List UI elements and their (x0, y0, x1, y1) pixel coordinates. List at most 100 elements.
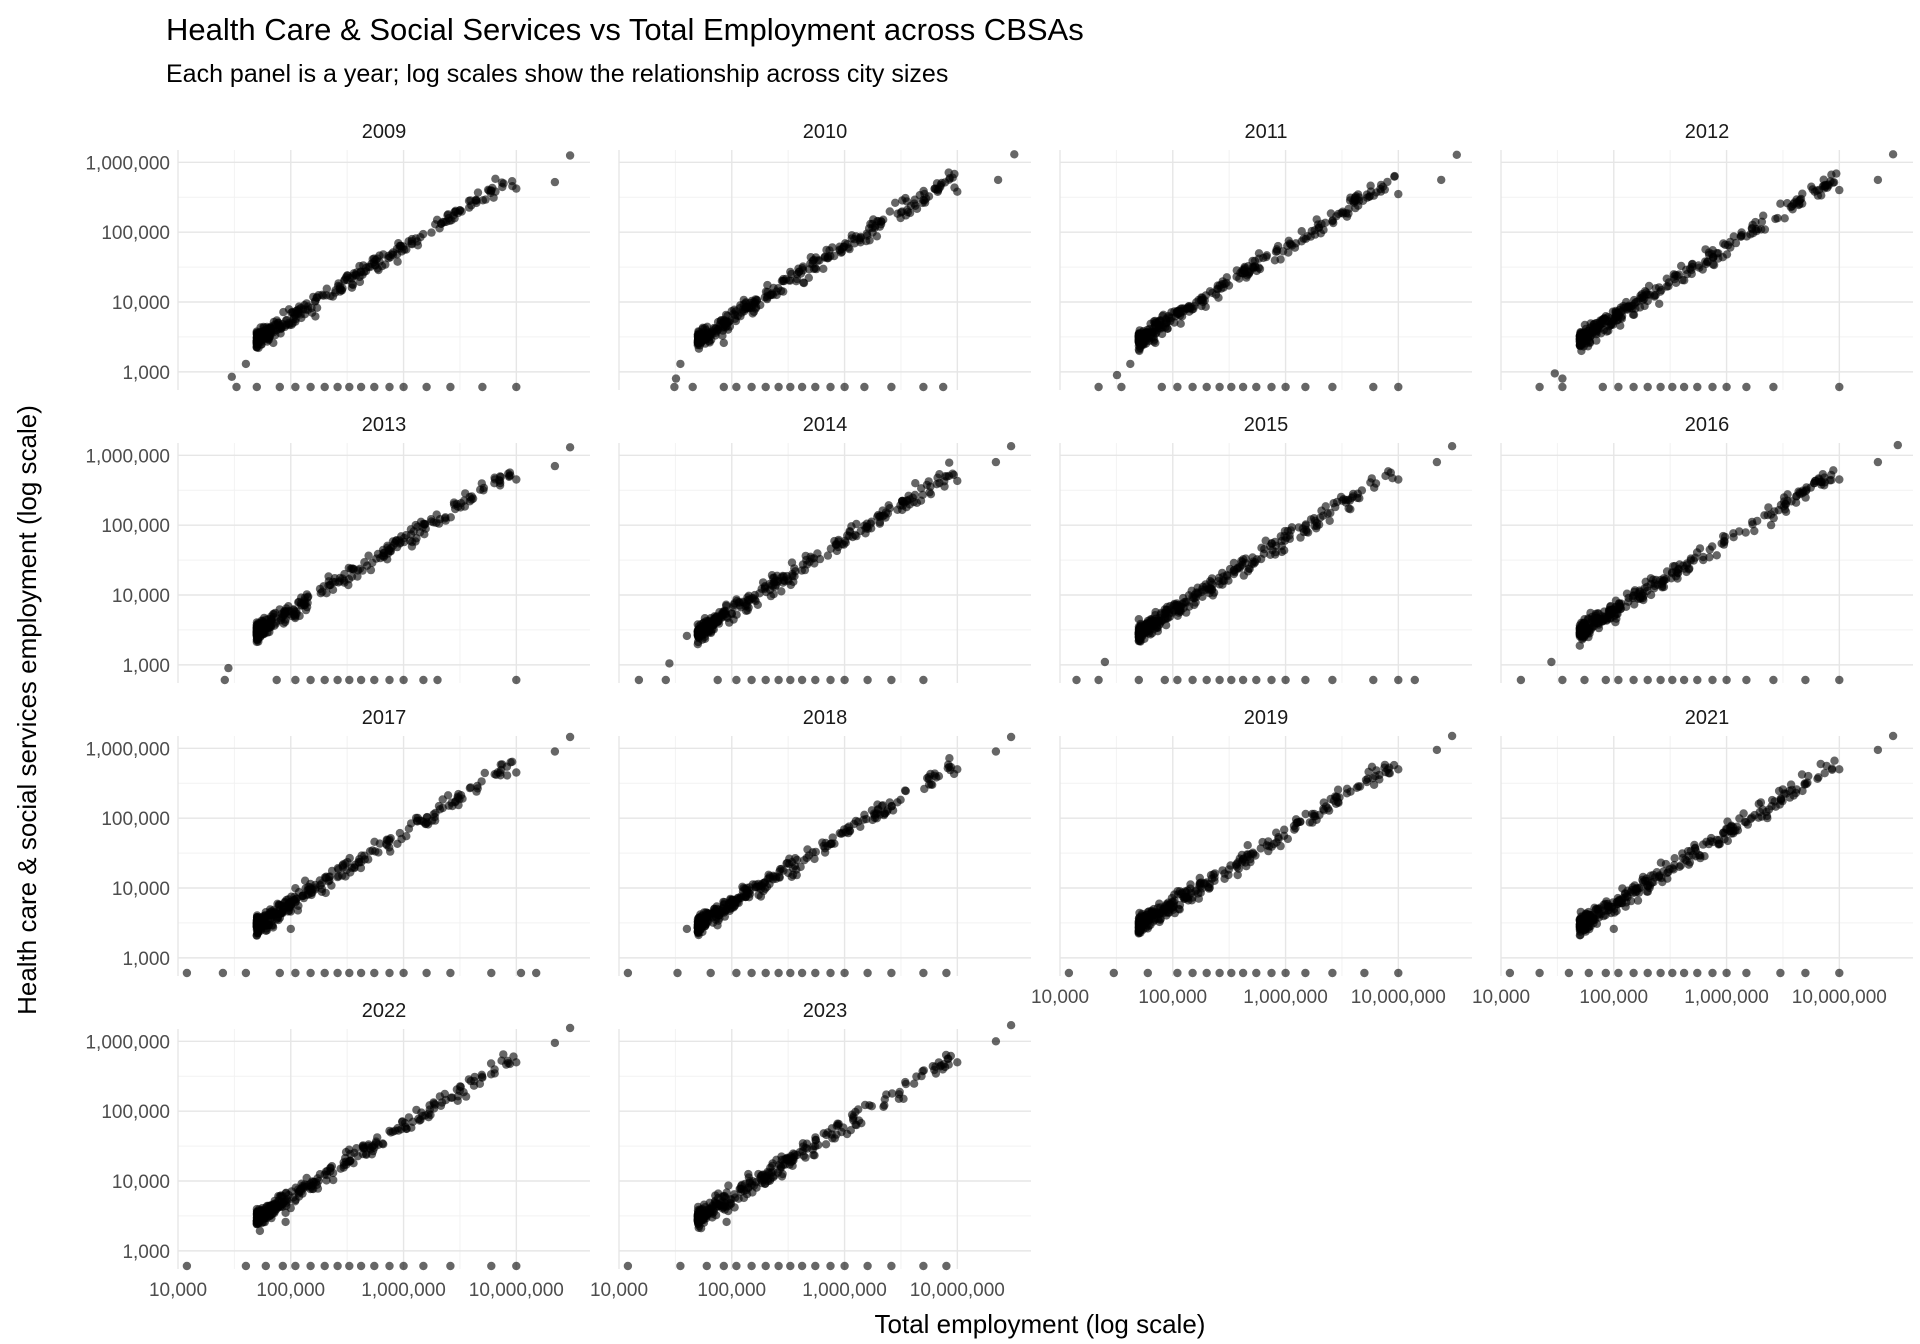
data-point (1394, 475, 1403, 484)
data-point (896, 795, 905, 804)
data-point (281, 1217, 290, 1227)
data-point (1550, 369, 1560, 378)
data-point-bottom (942, 1261, 951, 1271)
data-point (745, 889, 755, 899)
data-point (1162, 899, 1171, 909)
data-point-bottom (811, 968, 820, 978)
data-point (1176, 319, 1185, 328)
data-point (875, 519, 884, 528)
data-point (1380, 760, 1390, 770)
panel-background (619, 1029, 1031, 1269)
data-point-bottom (232, 382, 241, 392)
data-point-bottom (487, 1261, 496, 1271)
data-point (1337, 208, 1346, 218)
data-point (825, 246, 834, 255)
data-point (1293, 818, 1302, 827)
data-point (1286, 526, 1296, 535)
data-point (1135, 339, 1145, 348)
data-point (1769, 513, 1778, 523)
y-tick-label: 1,000,000 (85, 739, 170, 760)
data-point-bottom (1693, 675, 1702, 685)
data-point (1649, 584, 1659, 593)
data-point-bottom (1535, 968, 1544, 978)
data-point-bottom (1643, 382, 1652, 392)
data-point (266, 622, 275, 631)
panel-strip-label: 2015 (1244, 414, 1289, 436)
data-point (1804, 771, 1813, 781)
data-point-bottom (623, 968, 633, 978)
data-point (269, 905, 279, 914)
data-point (1759, 211, 1768, 220)
data-point-bottom (1238, 675, 1248, 685)
data-point-bottom (1394, 968, 1403, 978)
data-point (953, 1058, 962, 1067)
data-point (340, 275, 350, 284)
data-point (819, 264, 828, 273)
data-point-bottom (688, 382, 697, 392)
data-point (1701, 259, 1711, 269)
data-point (1662, 282, 1671, 291)
data-point (808, 848, 817, 857)
data-point-bottom (747, 1261, 756, 1271)
data-point (1259, 549, 1269, 558)
data-point-bottom (345, 382, 354, 392)
data-point (342, 1157, 351, 1166)
data-point-bottom (1328, 675, 1337, 685)
data-point-bottom (1584, 968, 1594, 978)
data-point (267, 612, 276, 621)
data-point (1612, 906, 1621, 916)
data-point (1215, 580, 1224, 589)
data-point (364, 551, 373, 560)
data-point (1558, 374, 1567, 383)
panel-2012: 2012 (1500, 121, 1913, 392)
data-point (1150, 321, 1160, 330)
data-point (328, 1168, 338, 1178)
data-point (550, 461, 560, 471)
data-point (707, 621, 716, 630)
data-point (804, 273, 813, 282)
data-point (1602, 327, 1612, 336)
data-point-bottom (761, 968, 770, 978)
data-point-bottom (1722, 382, 1731, 392)
data-point (895, 1087, 904, 1097)
data-point (1303, 232, 1312, 241)
data-point (253, 923, 262, 932)
data-point (1329, 218, 1338, 228)
data-point (565, 1023, 575, 1033)
data-point-bottom (345, 968, 354, 978)
data-point (1134, 632, 1144, 642)
data-point (872, 232, 882, 241)
data-point (713, 921, 722, 930)
data-point (379, 1140, 388, 1149)
data-point-bottom (1614, 382, 1623, 392)
data-point (708, 913, 717, 922)
data-point-bottom (356, 675, 366, 685)
data-point (1613, 609, 1622, 619)
data-point (1580, 615, 1589, 624)
data-point (909, 1079, 919, 1088)
data-point (1237, 556, 1246, 566)
data-point-bottom (1769, 675, 1778, 685)
data-point (700, 614, 710, 623)
data-point (1224, 865, 1234, 874)
data-point (733, 311, 742, 320)
data-point-bottom (623, 1261, 633, 1271)
data-point-bottom (732, 968, 741, 978)
y-tick-label: 100,000 (101, 1102, 170, 1123)
data-point (1800, 780, 1809, 789)
data-point (1622, 891, 1632, 901)
data-point-bottom (1535, 382, 1544, 392)
data-point (851, 232, 861, 241)
data-point-bottom (1629, 968, 1638, 978)
data-point (993, 175, 1003, 185)
data-point (719, 338, 728, 348)
data-point (286, 924, 295, 934)
data-point (1363, 774, 1373, 783)
data-point (1290, 825, 1299, 834)
data-point-bottom (840, 968, 849, 978)
y-tick-label: 100,000 (101, 223, 170, 244)
data-point-bottom (399, 382, 408, 392)
data-point (1820, 481, 1829, 490)
